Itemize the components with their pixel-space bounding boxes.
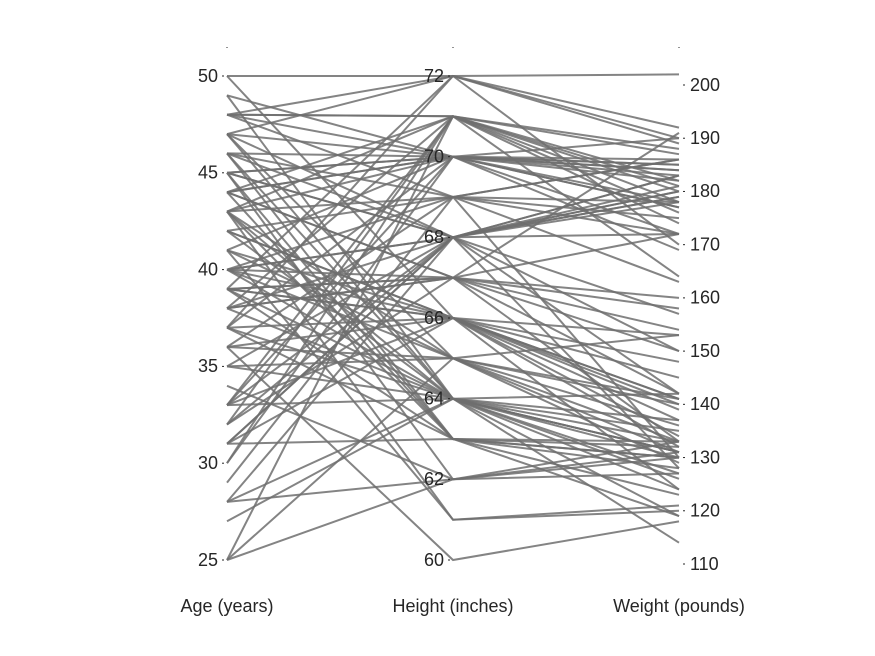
tick-label: 68 [424, 227, 444, 247]
tick-label: 130 [690, 447, 720, 467]
tick-label: 64 [424, 388, 444, 408]
tick-label: 150 [690, 341, 720, 361]
data-line-96 [226, 115, 680, 464]
tick-label: 120 [690, 501, 720, 521]
data-line-26 [226, 210, 680, 521]
tick-label: 140 [690, 394, 720, 414]
tick-label: 70 [424, 146, 444, 166]
tick-label: 50 [198, 66, 218, 86]
tick-label: 35 [198, 356, 218, 376]
data-line-83 [226, 195, 680, 484]
data-line-85 [226, 451, 680, 561]
axis-label-weight: Weight (pounds) [613, 596, 745, 616]
data-line-97 [226, 210, 680, 454]
data-line-82 [226, 172, 680, 459]
tick-label: 180 [690, 181, 720, 201]
data-line-87 [226, 191, 680, 353]
tick-label: 190 [690, 128, 720, 148]
data-line-29 [226, 74, 680, 246]
axis-label-age: Age (years) [180, 596, 273, 616]
data-line-94 [226, 94, 680, 204]
tick-label: 25 [198, 550, 218, 570]
tick-label: 110 [690, 554, 719, 574]
tick-label: 66 [424, 308, 444, 328]
data-line-92 [226, 75, 680, 411]
tick-label: 62 [424, 469, 444, 489]
tick-label: 170 [690, 234, 720, 254]
data-lines [226, 73, 680, 562]
tick-label: 160 [690, 288, 720, 308]
axis-labels: Age (years) Height (inches) Weight (poun… [180, 596, 744, 616]
data-line-99 [226, 236, 680, 445]
data-line-91 [226, 133, 680, 406]
tick-label: 40 [198, 259, 218, 279]
tick-label: 72 [424, 66, 444, 86]
tick-label: 30 [198, 453, 218, 473]
axes: 25 30 35 40 45 50 60 62 64 66 68 70 72 110 120 130 140 15… [198, 47, 720, 579]
tick-label: 45 [198, 163, 218, 183]
data-line-93 [226, 113, 680, 193]
tick-label: 60 [424, 550, 444, 570]
data-line-98 [226, 74, 680, 145]
tick-label: 200 [690, 75, 720, 95]
axis-label-height: Height (inches) [392, 596, 513, 616]
